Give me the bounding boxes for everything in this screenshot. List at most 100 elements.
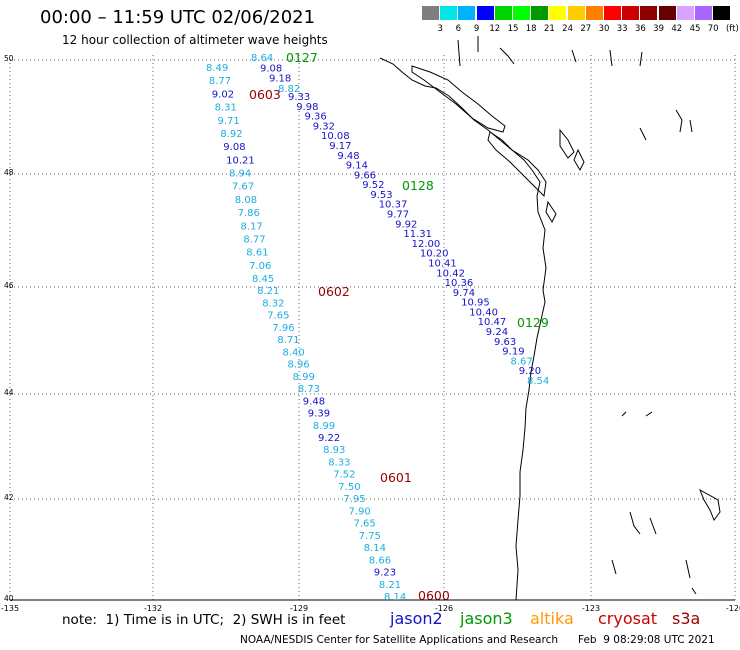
wave-height-label: 10.95 [461, 298, 490, 309]
wave-height-label: 9.63 [494, 337, 516, 348]
wave-height-label: 10.21 [226, 155, 255, 166]
wave-height-label: 8.94 [229, 169, 251, 180]
map-subtitle: 12 hour collection of altimeter wave hei… [62, 33, 328, 47]
latitude-label: 46 [4, 281, 14, 290]
satellite-legend-item: jason2 [390, 609, 443, 628]
wave-height-label: 9.08 [223, 142, 245, 153]
wave-height-label: 8.14 [384, 592, 406, 603]
satellite-legend-item: altika [530, 609, 574, 628]
wave-height-label: 9.53 [370, 190, 392, 201]
colorbar-tick-label: 18 [525, 24, 537, 34]
colorbar-swatch [713, 6, 731, 20]
wave-height-label: 8.67 [511, 356, 533, 367]
colorbar-swatch [440, 6, 458, 20]
generation-timestamp: Feb 9 08:29:08 UTC 2021 [578, 634, 715, 646]
inland-lakes [457, 36, 721, 595]
inland-sea [487, 131, 547, 198]
wave-height-label: 8.66 [369, 555, 391, 566]
wave-height-label: 7.95 [343, 494, 365, 505]
wave-height-label: 8.45 [252, 274, 274, 285]
wave-height-label: 9.23 [374, 568, 396, 579]
colorbar-tick-label: 30 [598, 24, 610, 34]
wave-height-label: 9.14 [346, 161, 368, 172]
wave-height-label: 8.64 [251, 53, 273, 64]
wave-height-label: 9.32 [313, 121, 335, 132]
mainland-coast [379, 57, 547, 601]
longitude-label: -126 [434, 604, 454, 613]
credit-line: NOAA/NESDIS Center for Satellite Applica… [240, 634, 558, 646]
footer-note: note: 1) Time is in UTC; 2) SWH is in fe… [62, 612, 346, 628]
latitude-label: 44 [4, 388, 14, 397]
wave-height-label: 8.92 [220, 129, 242, 140]
wave-height-labels: 8.49 8.77 9.02 8.31 9.71 8.92 9.08 10.21 8.94 7.6… [206, 53, 549, 603]
wave-height-label: 9.24 [486, 327, 508, 338]
latitude-label: 48 [4, 168, 14, 177]
wave-height-label: 9.48 [303, 396, 325, 407]
wave-height-label: 9.77 [387, 210, 409, 221]
colorbar-swatch [549, 6, 567, 20]
wave-height-label: 8.14 [364, 543, 386, 554]
wave-height-label: 10.47 [478, 317, 507, 328]
wave-height-label: 9.02 [212, 89, 234, 100]
wave-height-label: 9.17 [329, 141, 351, 152]
longitude-label: -123 [581, 604, 601, 613]
colorbar-tick-label: 24 [562, 24, 573, 34]
graticule-grid [9, 55, 736, 601]
colorbar-tick-label: 70 [707, 24, 719, 34]
wave-height-label: 8.31 [215, 103, 237, 114]
wave-height-label: 8.93 [323, 445, 345, 456]
colorbar-swatch [622, 6, 640, 20]
wave-height-label: 9.19 [502, 347, 524, 358]
wave-height-label: 7.52 [333, 470, 355, 481]
satellite-legend-item: s3a [672, 609, 701, 628]
wave-height-label: 10.08 [321, 131, 350, 142]
longitude-label: -129 [289, 604, 309, 613]
colorbar-tick-label: 12 [489, 24, 501, 34]
wave-height-label: 9.98 [296, 102, 318, 113]
puget-islands [545, 128, 585, 224]
wave-height-label: 8.99 [293, 372, 315, 383]
latitude-label: 42 [4, 493, 14, 502]
vancouver-island [411, 65, 506, 133]
colorbar-swatch [658, 6, 676, 20]
colorbar-swatch [458, 6, 476, 20]
longitude-label: -132 [143, 604, 163, 613]
colorbar-swatch [585, 6, 603, 20]
wave-height-label: 9.92 [395, 219, 417, 230]
wave-height-label: 7.90 [349, 506, 371, 517]
wave-height-label: 10.42 [436, 268, 465, 279]
wave-height-label: 8.82 [278, 84, 300, 95]
wave-height-label: 7.96 [272, 323, 294, 334]
wave-height-label: 9.48 [337, 151, 359, 162]
wave-height-label: 9.22 [318, 433, 340, 444]
pass-time-label: 0600 [418, 588, 450, 603]
longitude-label: -120 [725, 604, 740, 613]
pass-time-label: 0603 [249, 87, 281, 102]
wave-height-label: 8.32 [262, 299, 284, 310]
wave-height-label: 9.39 [308, 409, 330, 420]
wave-height-label: 9.18 [269, 74, 291, 85]
wave-height-label: 10.41 [428, 259, 457, 270]
colorbar-tick-label: 15 [507, 24, 519, 34]
colorbar-swatch [494, 6, 512, 20]
wave-height-label: 7.86 [238, 208, 260, 219]
colorbar-unit: (ft) [725, 24, 739, 34]
wave-height-label: 12.00 [412, 239, 441, 250]
pass-time-labels: 0603 0602 0601 0600 0127 0128 0129 [249, 50, 549, 603]
satellite-legend-item: cryosat [598, 609, 658, 628]
wave-height-label: 8.77 [243, 234, 265, 245]
colorbar-tick-label: 36 [634, 24, 646, 34]
colorbar-tick-label: 3 [437, 24, 443, 34]
colorbar-swatch [422, 6, 439, 20]
wave-height-label: 9.52 [362, 180, 384, 191]
wave-height-label: 10.40 [469, 307, 498, 318]
pass-time-label: 0128 [402, 178, 434, 193]
wave-height-label: 8.21 [379, 580, 401, 591]
colorbar-tick-label: 33 [616, 24, 628, 34]
wave-height-label: 10.37 [379, 200, 408, 211]
satellite-legend-item: jason3 [460, 609, 513, 628]
colorbar-tick-label: 39 [653, 24, 664, 34]
colorbar-tick-label: 21 [543, 24, 555, 34]
